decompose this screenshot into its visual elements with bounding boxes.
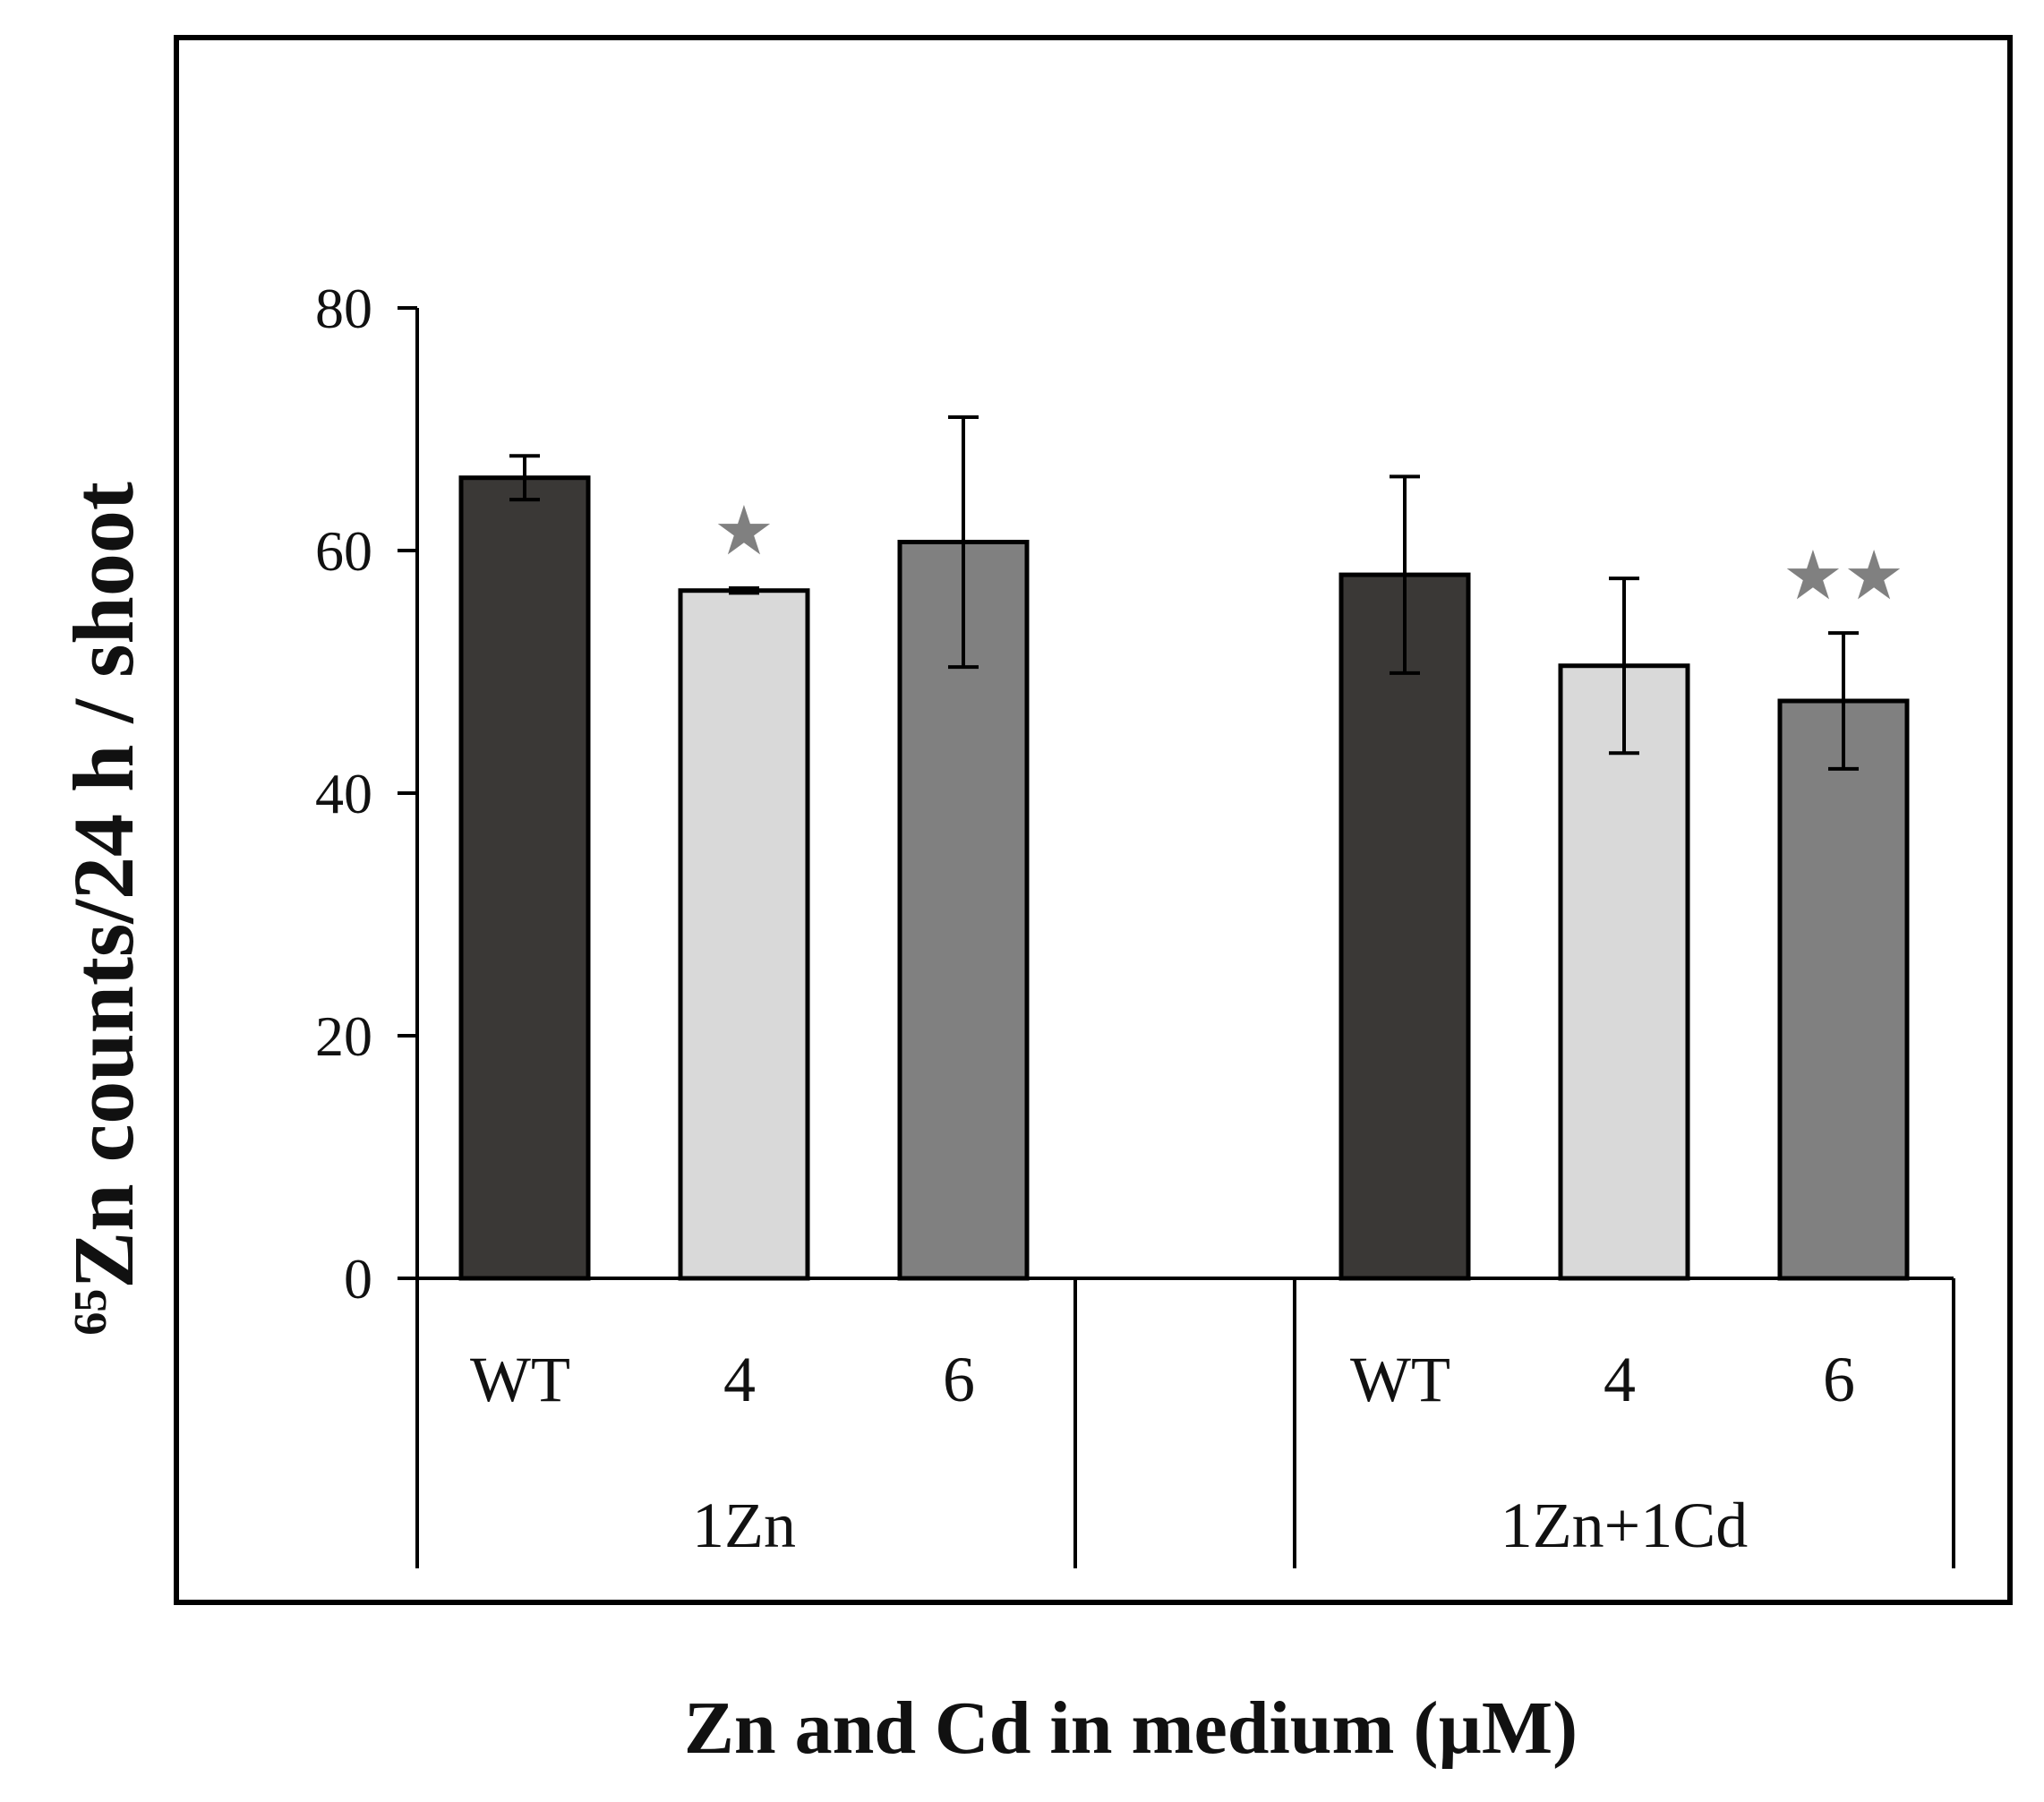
bar-g0-1 — [678, 588, 810, 1281]
plot-area: 0 20 40 60 80 WT ★ 4 6 1Zn WT 4 ★★ 6 1Zn+1Cd — [315, 277, 1955, 1568]
significance-marker-g1-2: ★★ — [1783, 539, 1904, 614]
y-axis-label-text: Zn counts/24 h / shoot — [56, 482, 151, 1289]
y-axis-label-superscript: 65 — [65, 1289, 116, 1336]
y-axis-label: 65Zn counts/24 h / shoot — [56, 482, 151, 1336]
bar-g1-0 — [1338, 572, 1471, 1281]
y-tick-label-2: 40 — [315, 762, 372, 825]
y-tick-label-1: 20 — [315, 1004, 372, 1068]
category-label-g1-2: 6 — [1823, 1344, 1855, 1415]
category-label-g1-1: 4 — [1604, 1344, 1636, 1415]
y-tick-label-0: 0 — [344, 1247, 372, 1311]
x-axis-label: Zn and Cd in medium (µM) — [684, 1687, 1578, 1770]
category-label-g0-1: 4 — [723, 1344, 756, 1415]
category-label-g1-0: WT — [1350, 1344, 1450, 1415]
group-label-0: 1Zn — [692, 1490, 796, 1561]
bar-g1-1 — [1558, 663, 1690, 1281]
group-label-1: 1Zn+1Cd — [1501, 1490, 1749, 1561]
significance-marker-g0-1: ★ — [714, 494, 774, 569]
category-label-g0-2: 6 — [943, 1344, 975, 1415]
chart-frame — [174, 35, 2013, 1605]
y-tick-label-3: 60 — [315, 519, 372, 583]
category-label-g0-0: WT — [470, 1344, 570, 1415]
y-tick-label-4: 80 — [315, 277, 372, 340]
bar-g0-0 — [458, 475, 591, 1281]
bar-g1-2 — [1777, 698, 1910, 1281]
